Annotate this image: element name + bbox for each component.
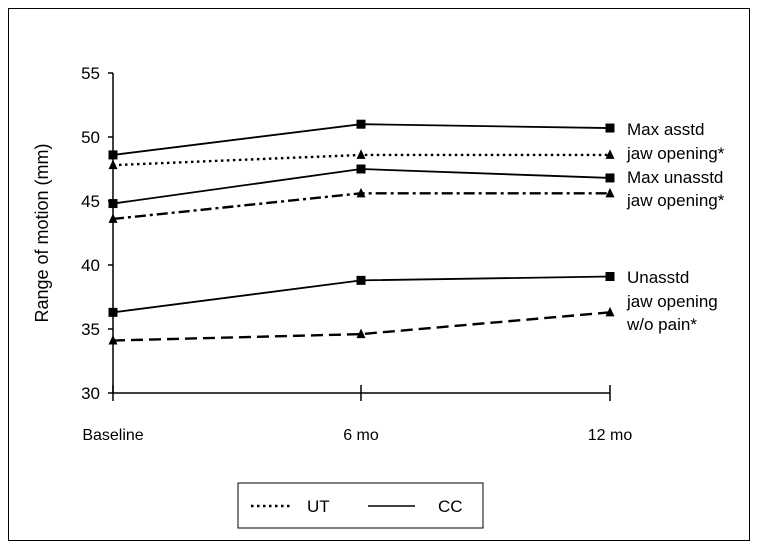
series-cc-nopain <box>108 272 615 317</box>
data-point-square <box>605 272 615 282</box>
data-point-triangle <box>108 159 118 170</box>
x-axis-ticks: Baseline 6 mo 12 mo <box>82 385 632 444</box>
annotation-layer: Max asstd jaw opening* Max unasstd jaw open… <box>626 120 725 334</box>
y-tick-label: 30 <box>81 384 100 403</box>
legend: UT CC <box>237 482 484 529</box>
x-tick-label: Baseline <box>82 427 143 444</box>
annotation-line: jaw opening* <box>626 144 725 163</box>
annotation-line: Max unasstd <box>627 168 723 187</box>
data-point-triangle <box>605 306 615 317</box>
series-annotation: Max unasstd jaw opening* <box>626 168 725 210</box>
data-point-triangle <box>356 328 366 339</box>
y-tick-label: 50 <box>81 128 100 147</box>
data-point-square <box>108 150 118 160</box>
legend-label-ut: UT <box>307 497 330 516</box>
y-axis-ticks: 30 35 40 45 50 55 <box>81 64 113 403</box>
annotation-line: jaw opening <box>626 292 718 311</box>
annotation-line: Max asstd <box>627 120 704 139</box>
series-ut-nopain <box>108 306 615 345</box>
series-ut-asstd <box>108 149 615 170</box>
series-layer <box>108 119 615 345</box>
series-cc-asstd <box>108 119 615 160</box>
x-tick-label: 12 mo <box>588 427 633 444</box>
y-tick-label: 55 <box>81 64 100 83</box>
data-point-square <box>605 173 615 183</box>
data-point-triangle <box>356 149 366 159</box>
data-point-triangle <box>605 187 615 198</box>
legend-box <box>237 482 484 529</box>
chart-border <box>8 8 750 541</box>
y-tick-label: 45 <box>81 192 100 211</box>
annotation-line: Unasstd <box>627 268 689 287</box>
x-tick-label: 6 mo <box>343 427 379 444</box>
data-point-square <box>356 119 366 129</box>
legend-label-cc: CC <box>438 497 463 516</box>
series-ut-unasstd <box>108 187 615 223</box>
data-point-square <box>605 123 615 133</box>
data-point-square <box>108 199 118 209</box>
series-annotation: Unasstd jaw opening w/o pain* <box>626 268 718 334</box>
y-tick-label: 35 <box>81 320 100 339</box>
series-annotation: Max asstd jaw opening* <box>626 120 725 163</box>
series-cc-unasstd <box>108 164 615 209</box>
y-axis-label: Range of motion (mm) <box>32 143 52 322</box>
annotation-line: jaw opening* <box>626 191 725 210</box>
data-point-triangle <box>356 187 366 198</box>
data-point-square <box>356 275 366 285</box>
data-point-square <box>108 307 118 317</box>
y-tick-label: 40 <box>81 256 100 275</box>
data-point-triangle <box>108 335 118 345</box>
series-line <box>112 311 611 342</box>
data-point-square <box>356 164 366 174</box>
annotation-line: w/o pain* <box>626 315 697 334</box>
data-point-triangle <box>605 149 615 159</box>
data-point-triangle <box>108 213 118 223</box>
